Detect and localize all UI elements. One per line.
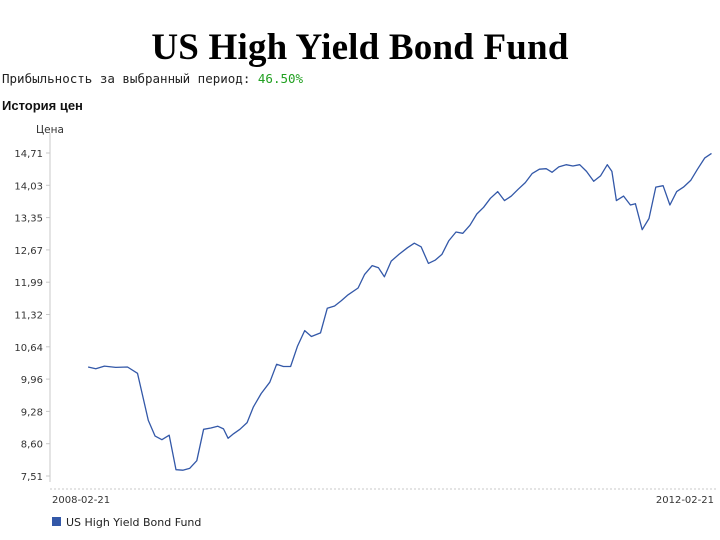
- y-tick-label: 11,99: [14, 278, 43, 289]
- y-axis-title: Цена: [36, 124, 64, 136]
- period-return: Прибыльность за выбранный период: 46.50%: [2, 71, 303, 86]
- y-tick-label: 11,32: [14, 311, 43, 322]
- y-tick-label: 13,35: [14, 214, 43, 225]
- period-return-label: Прибыльность за выбранный период:: [2, 71, 251, 86]
- x-tick-label: 2012-02-21: [656, 495, 714, 506]
- y-tick-label: 14,71: [14, 149, 43, 160]
- y-tick-label: 10,64: [14, 343, 43, 354]
- legend: US High Yield Bond Fund: [52, 516, 201, 529]
- legend-swatch: [52, 517, 61, 526]
- price-history-heading: История цен: [2, 98, 83, 113]
- y-tick-group: 14,71 14,03 13,35 12,67 11,99 11,32 10,64 9,96 9…: [14, 149, 50, 483]
- series-line: [87, 152, 712, 471]
- legend-label: US High Yield Bond Fund: [66, 516, 201, 529]
- series-group: [87, 152, 712, 471]
- y-tick-label: 14,03: [14, 181, 43, 192]
- period-return-value: 46.50%: [257, 71, 304, 86]
- y-tick-label: 8,60: [21, 440, 43, 451]
- x-tick-label: 2008-02-21: [52, 495, 110, 506]
- y-tick-label: 12,67: [14, 246, 43, 257]
- y-tick-label: 9,28: [21, 407, 43, 418]
- slide-title: US High Yield Bond Fund: [151, 27, 569, 68]
- x-tick-group: 2008-02-21 2012-02-21: [52, 495, 714, 506]
- y-tick-label: 7,51: [21, 472, 43, 483]
- y-tick-label: 9,96: [21, 375, 43, 386]
